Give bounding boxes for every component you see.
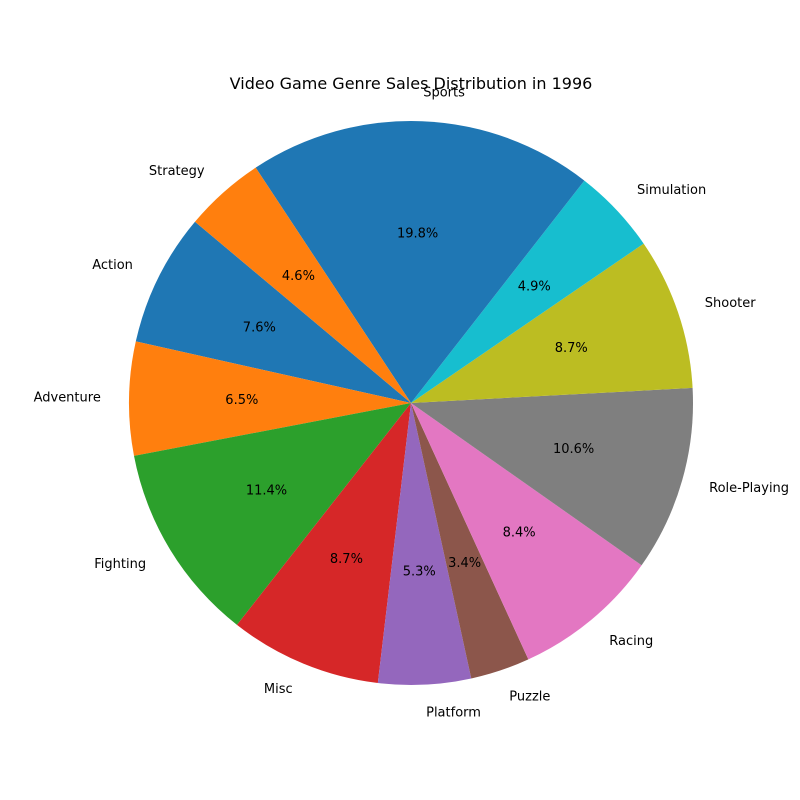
slice-percent-fighting: 11.4% <box>246 484 287 499</box>
pie-labels: Action 7.6% Adventure 6.5% Fighting 11.4% Misc… <box>34 86 789 721</box>
slice-percent-simulation: 4.9% <box>518 280 551 295</box>
pie-slice-adventure <box>129 341 411 456</box>
slice-percent-misc: 8.7% <box>330 552 363 567</box>
slice-percent-action: 7.6% <box>243 321 276 336</box>
slice-label-puzzle: Puzzle <box>509 690 550 705</box>
pie-slices <box>129 121 693 685</box>
slice-percent-role-playing: 10.6% <box>553 442 594 457</box>
pie-slice-role-playing <box>411 387 693 566</box>
slice-label-shooter: Shooter <box>705 296 756 311</box>
chart-title: Video Game Genre Sales Distribution in 1… <box>230 74 593 93</box>
slice-percent-strategy: 4.6% <box>282 269 315 284</box>
pie-slice-fighting <box>134 403 411 625</box>
pie-slice-sports <box>255 121 585 404</box>
pie-slice-simulation <box>411 180 644 403</box>
pie-slice-misc <box>236 403 411 684</box>
slice-label-adventure: Adventure <box>34 391 101 406</box>
slice-label-racing: Racing <box>609 634 653 649</box>
slice-label-fighting: Fighting <box>94 557 146 572</box>
slice-label-strategy: Strategy <box>149 164 205 179</box>
pie-slice-action <box>135 221 411 403</box>
slice-label-action: Action <box>92 258 133 273</box>
slice-percent-shooter: 8.7% <box>555 341 588 356</box>
slice-label-role-playing: Role-Playing <box>709 481 789 496</box>
slice-percent-racing: 8.4% <box>503 526 536 541</box>
pie-slice-shooter <box>411 243 693 403</box>
slice-percent-sports: 19.8% <box>397 226 438 241</box>
slice-label-misc: Misc <box>264 682 293 697</box>
pie-slice-puzzle <box>411 403 529 679</box>
pie-slice-racing <box>411 403 642 660</box>
slice-label-simulation: Simulation <box>637 183 706 198</box>
pie-slice-strategy <box>194 167 411 403</box>
slice-percent-platform: 5.3% <box>403 564 436 579</box>
slice-label-sports: Sports <box>423 86 465 101</box>
slice-percent-puzzle: 3.4% <box>448 556 481 571</box>
slice-label-platform: Platform <box>426 705 481 720</box>
pie-slice-platform <box>377 403 472 685</box>
slice-percent-adventure: 6.5% <box>225 393 258 408</box>
